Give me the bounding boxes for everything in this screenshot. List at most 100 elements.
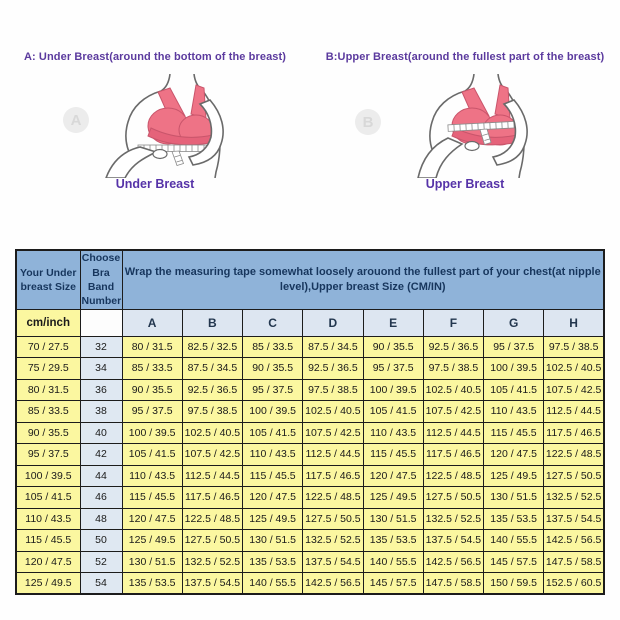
upper-breast-value-cell: 95 / 37.5 [482,335,545,358]
upper-breast-value-cell: 112.5 / 44.5 [543,400,605,423]
upper-breast-value-cell: 140 / 55.5 [482,529,545,552]
under-breast-size-header: Your Under breast Size [15,249,81,310]
under-breast-value-cell: 115 / 45.5 [15,529,81,552]
blank-cell [79,308,123,337]
under-breast-value-cell: 75 / 29.5 [15,357,81,380]
band-number-cell: 36 [79,378,123,401]
band-number-cell: 54 [79,572,123,595]
upper-breast-value-cell: 145 / 57.5 [362,572,424,595]
upper-breast-value-cell: 125 / 49.5 [362,486,424,509]
upper-breast-value-cell: 105 / 41.5 [241,421,304,444]
under-breast-value-cell: 100 / 39.5 [15,464,81,487]
table-row: 120 / 47.5 52 130 / 51.5 132.5 / 52.5 135 / … [15,550,605,573]
size-table-body: 70 / 27.5 32 80 / 31.5 82.5 / 32.5 85 / 33.5… [15,335,605,595]
under-breast-value-cell: 125 / 49.5 [15,572,81,595]
cup-letter-cell: E [362,308,424,337]
upper-breast-value-cell: 135 / 53.5 [482,507,545,530]
upper-breast-value-cell: 115 / 45.5 [241,464,304,487]
upper-breast-value-cell: 137.5 / 54.5 [543,507,605,530]
upper-breast-value-cell: 117.5 / 46.5 [543,421,605,444]
band-number-cell: 34 [79,357,123,380]
table-header-row: Your Under breast Size Choose Bra Band N… [15,249,605,310]
upper-breast-value-cell: 97.5 / 38.5 [302,378,364,401]
upper-breast-value-cell: 110 / 43.5 [362,421,424,444]
upper-breast-value-cell: 132.5 / 52.5 [302,529,364,552]
upper-breast-value-cell: 135 / 53.5 [121,572,183,595]
upper-breast-value-cell: 125 / 49.5 [121,529,183,552]
table-row: 100 / 39.5 44 110 / 43.5 112.5 / 44.5 115 / … [15,464,605,487]
upper-breast-value-cell: 122.5 / 48.5 [422,464,485,487]
table-row: 70 / 27.5 32 80 / 31.5 82.5 / 32.5 85 / 33.5… [15,335,605,358]
upper-breast-value-cell: 137.5 / 54.5 [302,550,364,573]
upper-breast-value-cell: 95 / 37.5 [121,400,183,423]
upper-breast-value-cell: 90 / 35.5 [241,357,304,380]
upper-breast-value-cell: 107.5 / 42.5 [543,378,605,401]
upper-breast-value-cell: 92.5 / 36.5 [181,378,244,401]
upper-breast-value-cell: 147.5 / 58.5 [543,550,605,573]
unit-label-cell: cm/inch [15,308,81,337]
band-number-cell: 44 [79,464,123,487]
upper-breast-value-cell: 142.5 / 56.5 [543,529,605,552]
upper-breast-value-cell: 115 / 45.5 [121,486,183,509]
upper-breast-value-cell: 127.5 / 50.5 [181,529,244,552]
upper-breast-value-cell: 100 / 39.5 [482,357,545,380]
upper-breast-value-cell: 112.5 / 44.5 [422,421,485,444]
upper-breast-value-cell: 110 / 43.5 [241,443,304,466]
upper-breast-illustration-icon [417,74,528,178]
under-breast-value-cell: 120 / 47.5 [15,550,81,573]
upper-breast-value-cell: 132.5 / 52.5 [422,507,485,530]
upper-breast-value-cell: 130 / 51.5 [362,507,424,530]
cup-letter-cell: G [482,308,545,337]
upper-breast-value-cell: 95 / 37.5 [241,378,304,401]
upper-breast-value-cell: 82.5 / 32.5 [181,335,244,358]
upper-breast-value-cell: 135 / 53.5 [362,529,424,552]
upper-breast-value-cell: 95 / 37.5 [362,357,424,380]
bra-size-table: Your Under breast Size Choose Bra Band N… [15,249,605,595]
table-row: 115 / 45.5 50 125 / 49.5 127.5 / 50.5 130 / … [15,529,605,552]
under-breast-illustration-icon [105,74,224,178]
upper-breast-value-cell: 145 / 57.5 [482,550,545,573]
under-breast-title: A: Under Breast(around the bottom of the… [23,51,287,63]
upper-breast-value-cell: 102.5 / 40.5 [422,378,485,401]
upper-breast-value-cell: 112.5 / 44.5 [302,443,364,466]
under-breast-value-cell: 95 / 37.5 [15,443,81,466]
band-number-cell: 52 [79,550,123,573]
upper-breast-value-cell: 107.5 / 42.5 [422,400,485,423]
under-breast-value-cell: 85 / 33.5 [15,400,81,423]
upper-breast-value-cell: 137.5 / 54.5 [181,572,244,595]
upper-breast-value-cell: 117.5 / 46.5 [181,486,244,509]
bra-band-number-header: Choose Bra Band Number [79,249,123,310]
upper-breast-value-cell: 120 / 47.5 [482,443,545,466]
band-number-cell: 32 [79,335,123,358]
table-row: 75 / 29.5 34 85 / 33.5 87.5 / 34.5 90 / 35.5… [15,357,605,380]
table-row: 90 / 35.5 40 100 / 39.5 102.5 / 40.5 105 / 4… [15,421,605,444]
upper-breast-value-cell: 92.5 / 36.5 [302,357,364,380]
watermark-b: B [355,109,381,135]
upper-breast-value-cell: 102.5 / 40.5 [181,421,244,444]
upper-breast-caption: Upper Breast [425,177,505,191]
band-number-cell: 40 [79,421,123,444]
upper-breast-instruction-header: Wrap the measuring tape somewhat loosely… [121,249,605,310]
upper-breast-value-cell: 125 / 49.5 [482,464,545,487]
upper-breast-value-cell: 92.5 / 36.5 [422,335,485,358]
upper-breast-value-cell: 125 / 49.5 [241,507,304,530]
cup-letter-cell: H [543,308,605,337]
table-row: 105 / 41.5 46 115 / 45.5 117.5 / 46.5 120 / … [15,486,605,509]
band-number-cell: 48 [79,507,123,530]
table-row: 95 / 37.5 42 105 / 41.5 107.5 / 42.5 110 / 4… [15,443,605,466]
upper-breast-title: B:Upper Breast(around the fullest part o… [325,51,605,63]
upper-breast-value-cell: 102.5 / 40.5 [302,400,364,423]
band-number-cell: 50 [79,529,123,552]
upper-breast-value-cell: 152.5 / 60.5 [543,572,605,595]
upper-breast-value-cell: 130 / 51.5 [482,486,545,509]
under-breast-value-cell: 70 / 27.5 [15,335,81,358]
upper-breast-value-cell: 115 / 45.5 [362,443,424,466]
upper-breast-value-cell: 90 / 35.5 [362,335,424,358]
cup-letter-cell: F [422,308,485,337]
upper-breast-value-cell: 130 / 51.5 [121,550,183,573]
under-breast-value-cell: 90 / 35.5 [15,421,81,444]
upper-breast-value-cell: 127.5 / 50.5 [422,486,485,509]
upper-breast-value-cell: 80 / 31.5 [121,335,183,358]
upper-breast-value-cell: 120 / 47.5 [362,464,424,487]
